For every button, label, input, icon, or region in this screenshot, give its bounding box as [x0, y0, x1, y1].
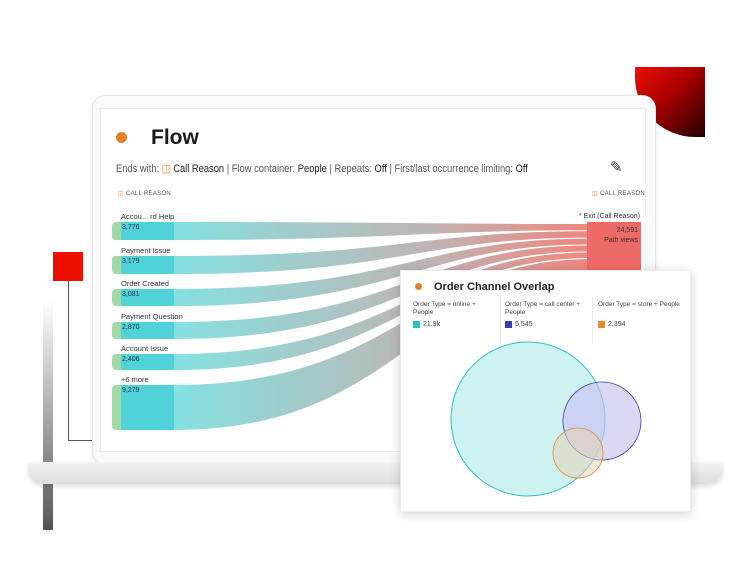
limiting-label: First/last occurrence limiting:: [394, 163, 513, 175]
flow-node[interactable]: 3,776: [112, 222, 174, 240]
exit-node-unit: Path views: [604, 237, 638, 244]
flow-node-label: Payment Question: [121, 312, 183, 321]
flow-node[interactable]: 2,406: [112, 354, 174, 370]
page-title: Flow: [151, 126, 199, 149]
flow-node[interactable]: 2,870: [112, 322, 174, 339]
segment-label: Order Type = call center + People: [505, 301, 581, 316]
ends-with-value: Call Reason: [173, 163, 225, 175]
overlap-segment[interactable]: Order Type = online + People 21.9k: [409, 297, 501, 343]
flow-node[interactable]: 3,081: [112, 289, 174, 306]
container-value: People: [297, 163, 327, 175]
flow-node-label: +6 more: [121, 375, 149, 384]
flow-node[interactable]: 9,279: [112, 385, 174, 430]
venn-store: [552, 427, 604, 479]
repeats-label: Repeats:: [334, 163, 372, 175]
right-column-header: ◫ CALL REASON: [592, 191, 646, 197]
exit-node-value: 24,591: [616, 227, 638, 234]
overlap-status-dot: [415, 283, 422, 290]
flow-node[interactable]: 3,179: [112, 256, 174, 274]
flow-node-value: 2,870: [122, 324, 140, 331]
repeats-value: Off: [374, 163, 387, 175]
flow-link: [174, 259, 590, 430]
segment-value: 5,545: [515, 321, 533, 329]
filter-summary[interactable]: Ends with: ◫ Call Reason | Flow containe…: [116, 162, 528, 175]
ends-with-label: Ends with:: [116, 163, 160, 175]
flow-link: [174, 231, 590, 274]
flow-node-value: 3,081: [122, 291, 140, 298]
flow-node-value: 3,179: [122, 258, 140, 265]
container-label: Flow container:: [231, 163, 296, 175]
segment-label: Order Type = online + People: [413, 301, 476, 316]
segment-swatch: [505, 321, 512, 328]
limiting-value: Off: [515, 163, 528, 175]
overlap-segment[interactable]: Order Type = store + People 2,394: [594, 297, 686, 343]
flow-node-value: 3,776: [122, 224, 140, 231]
flow-node-label: Account Issue: [121, 344, 169, 353]
segment-value: 2,394: [608, 321, 626, 329]
separator: |: [226, 163, 230, 175]
overlap-title: Order Channel Overlap: [434, 281, 555, 293]
exit-node-label: * Exit (Call Reason): [578, 213, 640, 220]
flow-node-label: Payment Issue: [121, 246, 171, 255]
left-column-header: ◫ CALL REASON: [118, 191, 172, 197]
flow-node-label: Order Created: [121, 279, 169, 288]
segment-label: Order Type = store + People: [598, 301, 680, 308]
flow-node-value: 2,406: [122, 356, 140, 363]
flow-status-dot: [116, 132, 127, 143]
segment-value: 21.9k: [423, 321, 441, 329]
segment-swatch: [413, 321, 420, 328]
venn-diagram: [450, 341, 642, 497]
decor-gray-bar: [43, 300, 53, 530]
overlap-segment[interactable]: Order Type = call center + People 5,545: [501, 297, 593, 343]
flow-node-value: 9,279: [122, 387, 140, 394]
flow-link: [174, 245, 590, 339]
separator: |: [329, 163, 332, 175]
flow-node-label: Accou... rd Help: [121, 212, 175, 221]
flow-link: [174, 252, 590, 370]
dimension-icon: ◫: [161, 163, 171, 175]
flow-link: [174, 238, 590, 306]
edit-pencil-icon[interactable]: ✎: [610, 159, 623, 176]
segment-swatch: [598, 321, 605, 328]
decor-line: [68, 281, 100, 441]
separator: |: [389, 163, 392, 175]
overlap-card: Order Channel Overlap Order Type = onlin…: [400, 270, 691, 512]
decor-red-square: [53, 252, 83, 281]
flow-link: [174, 222, 590, 240]
